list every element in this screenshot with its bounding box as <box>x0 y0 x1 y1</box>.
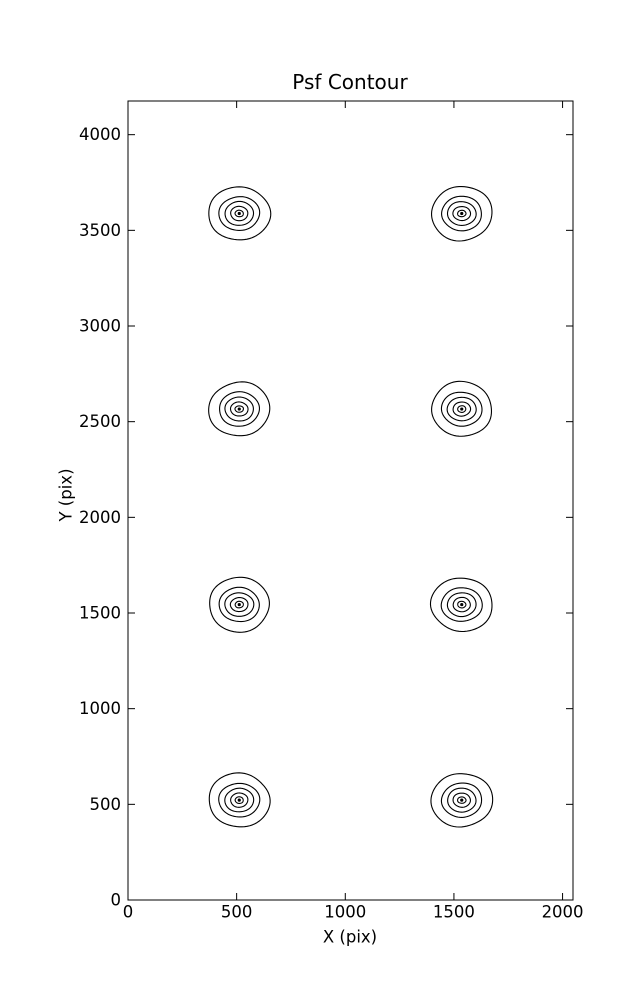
contour-ring <box>234 600 244 609</box>
y-tick-label: 2000 <box>79 508 121 527</box>
contour-center-dot <box>237 211 241 216</box>
contour-ring <box>457 600 467 609</box>
y-tick-label: 3500 <box>79 221 121 240</box>
contour-ring <box>224 200 255 226</box>
contour-ring <box>446 592 477 618</box>
y-axis-label: Y (pix) <box>56 468 76 522</box>
x-tick-label: 1000 <box>324 903 366 922</box>
contour-ring <box>234 209 244 218</box>
contour-ring <box>441 195 482 232</box>
contour-ring <box>209 576 270 633</box>
contour-ring <box>431 380 493 437</box>
contour-center-dot <box>460 602 464 607</box>
x-tick-label: 500 <box>221 903 253 922</box>
contour-center-dot <box>460 407 464 411</box>
contour-ring <box>218 782 261 818</box>
contour-center-dot <box>460 798 464 802</box>
contour-ring <box>430 773 494 828</box>
contour-ring <box>230 205 249 222</box>
contour-ring <box>229 401 249 417</box>
y-tick-label: 500 <box>90 795 122 814</box>
contour-ring <box>429 577 493 633</box>
contour-ring <box>446 396 477 422</box>
contour-ring <box>452 401 472 417</box>
contour-ring <box>208 381 271 437</box>
contour-ring <box>440 782 483 818</box>
contour-ring <box>457 796 467 804</box>
contour-center-dot <box>460 211 464 216</box>
x-tick-label: 2000 <box>542 903 584 922</box>
contour-center-dot <box>237 798 241 802</box>
contour-ring <box>230 792 249 808</box>
y-tick-label: 1500 <box>79 604 121 623</box>
contour-ring <box>219 391 260 427</box>
contour-ring <box>229 596 249 613</box>
y-tick-label: 3000 <box>79 317 121 336</box>
contour-ring <box>234 796 244 804</box>
contour-ring <box>234 405 244 413</box>
x-tick-label: 0 <box>123 903 134 922</box>
y-tick-label: 1000 <box>79 699 121 718</box>
contour-ring <box>208 772 271 828</box>
contour-ring <box>452 206 472 222</box>
contour-center-dot <box>237 602 241 607</box>
contour-ring <box>218 196 261 231</box>
x-axis-label: X (pix) <box>322 927 378 947</box>
plot-frame <box>127 100 574 901</box>
contour-ring <box>457 405 467 413</box>
contour-ring <box>457 209 467 218</box>
contour-ring <box>447 787 477 813</box>
contour-ring <box>452 596 471 613</box>
contour-ring <box>224 787 255 813</box>
contour-ring <box>224 396 254 422</box>
contour-ring <box>452 792 471 808</box>
y-tick-label: 2500 <box>79 412 121 431</box>
plot-title: Psf Contour <box>292 70 408 94</box>
contour-ring <box>446 201 477 226</box>
x-tick-label: 1500 <box>433 903 475 922</box>
y-tick-label: 4000 <box>79 125 121 144</box>
contour-ring <box>208 186 272 241</box>
contour-ring <box>218 586 260 623</box>
contour-ring <box>440 391 483 427</box>
contour-center-dot <box>237 407 241 411</box>
y-tick-label: 0 <box>111 891 122 910</box>
contour-ring <box>440 587 483 622</box>
contour-ring <box>431 185 493 242</box>
contour-ring <box>224 592 255 617</box>
